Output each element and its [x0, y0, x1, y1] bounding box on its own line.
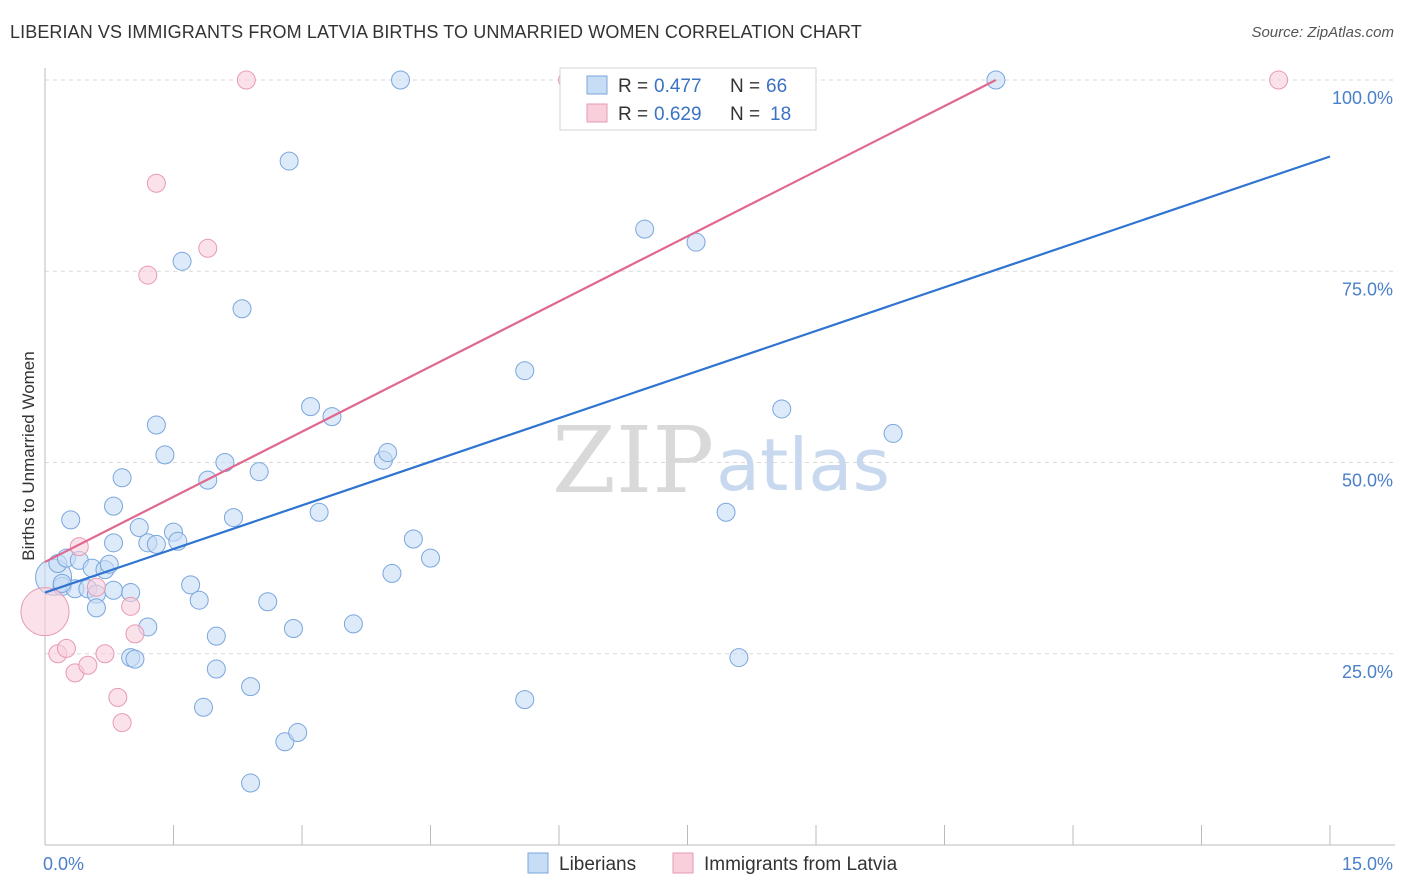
legend-n-value-2: 18: [770, 104, 791, 125]
latvia-point: [78, 655, 98, 675]
legend-n-label-2: N =: [730, 104, 760, 125]
latvia-point: [138, 265, 158, 285]
watermark: ZIP atlas: [552, 407, 890, 514]
liberians-point: [232, 299, 252, 319]
legend-r-value-1: 0.477: [654, 76, 702, 97]
axes: [44, 68, 1395, 846]
liberians-point: [301, 397, 321, 417]
latvia-point: [146, 173, 166, 193]
liberians-point: [382, 563, 402, 583]
liberians-point: [206, 659, 226, 679]
y-tick-label: 75.0%: [1342, 279, 1393, 299]
source-label: Source: ZipAtlas.com: [1251, 24, 1394, 41]
liberians-point: [86, 598, 106, 618]
liberians-point: [729, 648, 749, 668]
liberians-point: [343, 614, 363, 634]
series-legend: Liberians Immigrants from Latvia: [527, 852, 898, 875]
legend-swatch-latvia: [586, 103, 608, 123]
latvia-point: [112, 713, 132, 733]
latvia-points: [20, 70, 1289, 733]
y-axis-label: Births to Unmarried Women: [19, 351, 38, 560]
liberians-point: [635, 219, 655, 239]
chart-title: LIBERIAN VS IMMIGRANTS FROM LATVIA BIRTH…: [10, 22, 862, 42]
latvia-trend-line: [44, 79, 997, 563]
liberians-point: [279, 151, 299, 171]
bottom-legend-label-liberians: Liberians: [559, 854, 636, 875]
liberians-point: [155, 445, 175, 465]
liberians-point: [129, 518, 149, 538]
watermark-atlas: atlas: [716, 423, 890, 507]
latvia-point: [198, 238, 218, 258]
liberians-point: [421, 548, 440, 568]
legend-r-label-1: R =: [618, 76, 648, 97]
latvia-point: [108, 687, 128, 707]
liberians-point: [104, 496, 124, 516]
latvia-point: [86, 577, 106, 597]
liberians-point: [146, 534, 166, 554]
liberians-point: [716, 502, 736, 522]
y-tick-label: 50.0%: [1342, 471, 1393, 491]
liberians-point: [181, 575, 201, 595]
liberians-point: [258, 592, 278, 612]
liberians-point: [515, 690, 535, 710]
latvia-point: [56, 638, 76, 658]
liberians-point: [378, 443, 398, 463]
liberians-point: [146, 415, 166, 435]
legend-n-value-1: 66: [766, 76, 787, 97]
liberians-point: [288, 723, 308, 743]
stats-legend: R = 0.477 N = 66 R = 0.629 N = 18: [559, 67, 817, 131]
liberians-point: [772, 399, 792, 419]
x-tick-label: 15.0%: [1342, 854, 1393, 874]
latvia-point: [236, 70, 256, 90]
liberians-point: [125, 649, 145, 669]
tick-labels: 100.0% 75.0% 50.0% 25.0% 0.0% 15.0%: [43, 88, 1393, 874]
trend-lines: [44, 79, 1331, 594]
liberians-points: [35, 70, 1006, 793]
legend-n-label-1: N =: [730, 76, 760, 97]
liberians-point: [104, 533, 124, 553]
liberians-trend-line: [44, 155, 1331, 594]
latvia-point: [95, 644, 115, 664]
liberians-point: [206, 626, 226, 646]
liberians-point: [391, 70, 411, 90]
liberians-point: [309, 502, 329, 522]
liberians-point: [189, 590, 209, 610]
latvia-point: [121, 596, 141, 616]
liberians-point: [241, 773, 261, 793]
liberians-point: [104, 580, 124, 600]
liberians-point: [283, 619, 303, 639]
liberians-point: [883, 423, 903, 443]
liberians-point: [223, 508, 243, 528]
bottom-legend-swatch-latvia: [672, 852, 694, 874]
liberians-point: [172, 251, 192, 271]
legend-r-value-2: 0.629: [654, 104, 702, 125]
liberians-point: [193, 697, 213, 717]
x-tick-label: 0.0%: [43, 854, 84, 874]
bottom-legend-label-latvia: Immigrants from Latvia: [704, 854, 898, 875]
liberians-point: [61, 510, 81, 530]
latvia-point: [20, 587, 70, 637]
bottom-legend-swatch-liberians: [527, 852, 549, 874]
watermark-zip: ZIP: [552, 407, 714, 514]
y-tick-label: 25.0%: [1342, 662, 1393, 682]
latvia-point: [1269, 70, 1289, 90]
latvia-point: [125, 624, 145, 644]
legend-r-label-2: R =: [618, 104, 648, 125]
liberians-point: [275, 732, 295, 752]
liberians-point: [249, 462, 269, 482]
liberians-point: [403, 529, 423, 549]
gridlines: [45, 79, 1395, 655]
liberians-point: [112, 468, 132, 488]
y-tick-label: 100.0%: [1332, 88, 1393, 108]
legend-swatch-liberians: [586, 75, 608, 95]
liberians-point: [241, 677, 261, 697]
liberians-point: [515, 361, 535, 381]
